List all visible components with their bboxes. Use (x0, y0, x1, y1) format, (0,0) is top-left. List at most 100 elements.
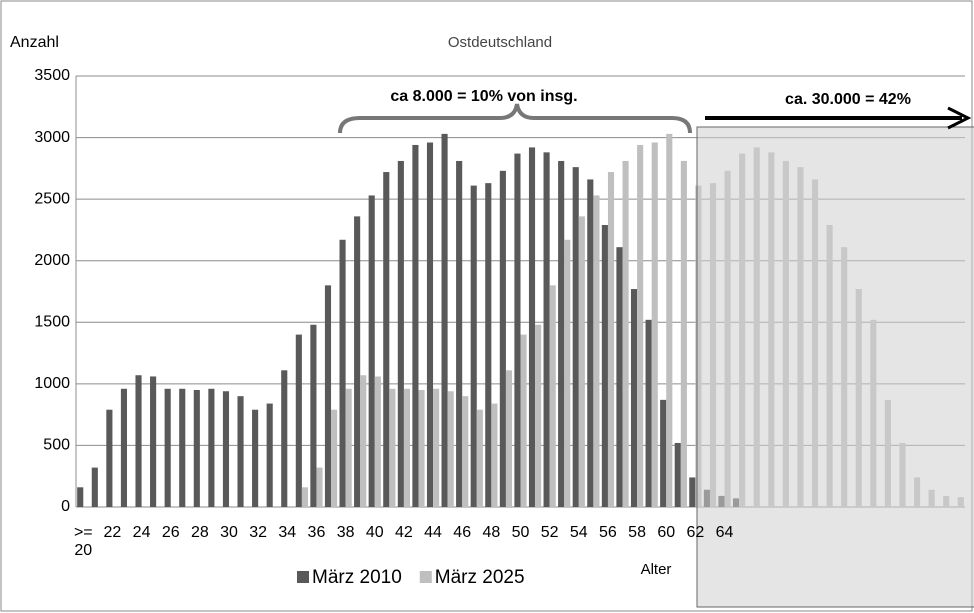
bar (645, 319, 652, 507)
bar (237, 396, 244, 507)
y-tick-label: 1000 (34, 375, 70, 392)
bar (666, 133, 673, 507)
bar (447, 391, 454, 507)
legend-swatch (297, 571, 309, 583)
bar (316, 467, 323, 507)
x-tick-label: 40 (365, 524, 384, 541)
bar (345, 388, 352, 507)
bar (374, 376, 381, 507)
bar (470, 185, 477, 507)
y-tick-label: 500 (43, 437, 70, 454)
bar (106, 409, 113, 507)
bar (281, 370, 288, 507)
bar (543, 152, 550, 507)
bar (310, 324, 317, 507)
arrow-head (947, 106, 972, 130)
bar (77, 487, 84, 507)
bar (549, 285, 556, 507)
bar (578, 216, 585, 507)
bar (587, 179, 594, 507)
x-tick-label: 52 (540, 524, 559, 541)
bar (651, 142, 658, 508)
bar (441, 133, 448, 507)
x-tick-label: 60 (657, 524, 676, 541)
bar (403, 388, 411, 507)
bar (499, 170, 506, 507)
bar (660, 399, 667, 507)
bar (572, 167, 579, 507)
bar (179, 388, 186, 507)
x-tick-label: 62 (686, 524, 705, 541)
bar (208, 388, 215, 507)
bar (339, 239, 346, 507)
bar (674, 442, 681, 507)
bar (601, 225, 608, 507)
bar (505, 370, 513, 507)
y-tick-label: 3000 (34, 129, 70, 146)
bar (558, 160, 565, 507)
x-tick-label: 22 (103, 524, 122, 541)
x-axis-label: Alter (641, 561, 672, 578)
annotation: ca 8.000 = 10% von insg. (390, 88, 577, 105)
bar (520, 334, 527, 507)
bar (426, 142, 434, 508)
x-tick-label: 48 (482, 524, 501, 541)
bar (331, 409, 338, 507)
x-tick-label: 42 (395, 524, 413, 541)
bar (476, 409, 483, 507)
x-tick-label: 36 (307, 524, 326, 541)
x-tick-label: 38 (336, 524, 355, 541)
x-tick-label: 24 (132, 524, 151, 541)
bar (324, 285, 332, 507)
legend-label: März 2025 (435, 567, 525, 588)
bar (485, 183, 492, 508)
bar (412, 144, 419, 507)
bar (607, 172, 615, 507)
bar (150, 376, 157, 507)
bar (91, 467, 98, 507)
y-tick-label: 1500 (34, 314, 70, 331)
x-tick-label: 56 (599, 524, 617, 541)
y-tick-label: 2500 (34, 190, 70, 207)
y-tick-label: 0 (61, 498, 70, 515)
x-tick-label: 34 (278, 524, 297, 541)
y-tick-label: 2000 (34, 252, 70, 269)
bar (295, 334, 302, 507)
x-tick-label: 64 (715, 524, 734, 541)
bar (514, 153, 521, 507)
bar (354, 216, 361, 507)
highlight-box (696, 126, 974, 608)
bar (630, 289, 638, 507)
bar (135, 375, 142, 507)
chart-title: Ostdeutschland (448, 34, 552, 51)
bar (564, 239, 571, 507)
bar (433, 388, 440, 507)
bar (301, 487, 309, 507)
bar (689, 477, 696, 507)
bar (397, 160, 404, 507)
brace (338, 103, 692, 134)
bar (535, 324, 542, 507)
annotation: ca. 30.000 = 42% (785, 91, 911, 108)
y-tick-label: 3500 (34, 67, 70, 84)
bar (164, 388, 171, 507)
x-tick-label: >= 20 (73, 524, 93, 559)
x-tick-label: 46 (453, 524, 472, 541)
bar (389, 388, 396, 507)
bar (120, 388, 128, 507)
bar (680, 160, 687, 507)
bar (418, 390, 425, 507)
bar (383, 172, 390, 507)
legend-label: März 2010 (312, 567, 402, 588)
bar (616, 247, 623, 507)
x-tick-label: 44 (424, 524, 442, 541)
x-tick-label: 32 (249, 524, 268, 541)
x-tick-label: 30 (220, 524, 238, 541)
bar (456, 160, 463, 507)
bar (222, 391, 230, 507)
y-axis-label: Anzahl (10, 34, 59, 51)
x-tick-label: 58 (628, 524, 646, 541)
bar (252, 409, 259, 507)
bar (462, 396, 469, 507)
